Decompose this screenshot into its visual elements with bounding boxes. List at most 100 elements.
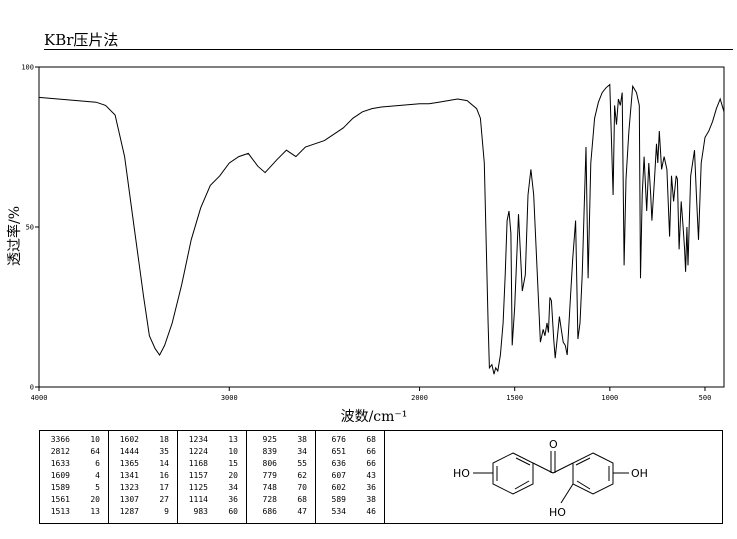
peak-transmittance: 34 [297, 447, 307, 456]
peak-wavenumber: 1561 [50, 495, 70, 504]
right-ring-inner-bond [575, 457, 591, 466]
peak-wavenumber: 1157 [188, 471, 208, 480]
peak-transmittance: 43 [366, 471, 376, 480]
peak-transmittance: 6 [95, 459, 100, 468]
peak-wavenumber: 636 [331, 459, 346, 468]
peak-row: 839 34 [247, 446, 315, 458]
peak-table-column: 1234 13 1224 10 1168 15 1157 20 1125 34 1114 36 983 6… [178, 431, 247, 523]
peak-transmittance: 17 [159, 483, 169, 492]
peak-wavenumber: 3366 [50, 435, 70, 444]
peak-wavenumber: 1234 [188, 435, 208, 444]
right-benzene-ring [572, 452, 614, 495]
peak-wavenumber: 748 [262, 483, 277, 492]
bottom-hydroxyl-bond [560, 483, 574, 504]
peak-transmittance: 9 [164, 507, 169, 516]
peak-table-column: 925 38 839 34 806 55 779 62 748 70 728 68 686 47 [247, 431, 316, 523]
peak-transmittance: 18 [159, 435, 169, 444]
plot-frame [38, 66, 725, 388]
peak-wavenumber: 1125 [188, 483, 208, 492]
peak-row: 1365 14 [109, 458, 177, 470]
peak-row: 1561 20 [40, 494, 108, 506]
peak-row: 1157 20 [178, 470, 246, 482]
peak-wavenumber: 1341 [119, 471, 139, 480]
peak-wavenumber: 1365 [119, 459, 139, 468]
peak-wavenumber: 602 [331, 483, 346, 492]
peak-row: 636 66 [316, 458, 384, 470]
peak-row: 534 46 [316, 506, 384, 518]
peak-row: 748 70 [247, 482, 315, 494]
peak-row: 1589 5 [40, 482, 108, 494]
peak-row: 1633 6 [40, 458, 108, 470]
peak-wavenumber: 1444 [119, 447, 139, 456]
peak-transmittance: 13 [228, 435, 238, 444]
left-hydroxyl-label: HO [453, 467, 470, 480]
x-tick-label: 500 [699, 394, 712, 402]
x-axis-ticks: 4000 3000 2000 1500 1000 500 [31, 387, 712, 402]
peak-wavenumber: 779 [262, 471, 277, 480]
peak-wavenumber: 2812 [50, 447, 70, 456]
peak-row: 607 43 [316, 470, 384, 482]
peak-row: 1114 36 [178, 494, 246, 506]
y-axis-title: 透过率/% [6, 206, 23, 266]
y-axis-ticks: 0 50 100 [21, 64, 39, 392]
peak-wavenumber: 686 [262, 507, 277, 516]
peak-wavenumber: 676 [331, 435, 346, 444]
peak-row: 806 55 [247, 458, 315, 470]
peak-wavenumber: 1513 [50, 507, 70, 516]
peak-wavenumber: 1602 [119, 435, 139, 444]
peak-wavenumber: 1224 [188, 447, 208, 456]
peak-transmittance: 5 [95, 483, 100, 492]
peak-wavenumber: 806 [262, 459, 277, 468]
peak-transmittance: 20 [228, 471, 238, 480]
peak-transmittance: 38 [366, 495, 376, 504]
peak-table-column: 1602 18 1444 35 1365 14 1341 16 1323 17 1307 27 1287… [109, 431, 178, 523]
peak-transmittance: 14 [159, 459, 169, 468]
peak-transmittance: 15 [228, 459, 238, 468]
peak-wavenumber: 1609 [50, 471, 70, 480]
peak-row: 1602 18 [109, 434, 177, 446]
peak-table: 3366 10 2812 64 1633 6 1609 4 1589 5 1561 20 1513 13 1… [39, 430, 723, 524]
left-ring-inner-bond [514, 480, 530, 490]
peak-transmittance: 27 [159, 495, 169, 504]
peak-row: 1234 13 [178, 434, 246, 446]
peak-wavenumber: 651 [331, 447, 346, 456]
peak-transmittance: 36 [366, 483, 376, 492]
peak-wavenumber: 1114 [188, 495, 208, 504]
peak-transmittance: 20 [90, 495, 100, 504]
peak-row: 983 60 [178, 506, 246, 518]
peak-row: 686 47 [247, 506, 315, 518]
x-tick-label: 3000 [221, 394, 238, 402]
peak-row: 1609 4 [40, 470, 108, 482]
peak-transmittance: 10 [228, 447, 238, 456]
peak-row: 3366 10 [40, 434, 108, 446]
peak-table-column: 3366 10 2812 64 1633 6 1609 4 1589 5 1561 20 1513 13 [40, 431, 109, 523]
peak-wavenumber: 607 [331, 471, 346, 480]
title-underline [44, 49, 733, 50]
carbonyl-left-bond [532, 462, 554, 474]
peak-transmittance: 13 [90, 507, 100, 516]
peak-wavenumber: 1323 [119, 483, 139, 492]
peak-row: 1307 27 [109, 494, 177, 506]
peak-wavenumber: 1168 [188, 459, 208, 468]
peak-transmittance: 38 [297, 435, 307, 444]
peak-row: 1224 10 [178, 446, 246, 458]
peak-transmittance: 47 [297, 507, 307, 516]
bottom-hydroxyl-label: HO [549, 506, 566, 519]
peak-row: 1287 9 [109, 506, 177, 518]
ir-spectrum-chart: 0 50 100 4000 3000 2000 1500 1000 500 波数/cm⁻¹ 透… [6, 64, 725, 425]
peak-transmittance: 35 [159, 447, 169, 456]
peak-row: 779 62 [247, 470, 315, 482]
chemical-structure: HO O OH HO [453, 438, 648, 519]
peak-row: 925 38 [247, 434, 315, 446]
peak-transmittance: 60 [228, 507, 238, 516]
carbonyl-oxygen-label: O [549, 438, 558, 451]
y-tick-label: 0 [30, 384, 34, 392]
x-axis-title: 波数/cm⁻¹ [341, 409, 408, 425]
x-tick-label: 2000 [411, 394, 428, 402]
peak-row: 1168 15 [178, 458, 246, 470]
peak-transmittance: 55 [297, 459, 307, 468]
peak-transmittance: 62 [297, 471, 307, 480]
peak-row: 1125 34 [178, 482, 246, 494]
peak-row: 2812 64 [40, 446, 108, 458]
peak-transmittance: 68 [297, 495, 307, 504]
